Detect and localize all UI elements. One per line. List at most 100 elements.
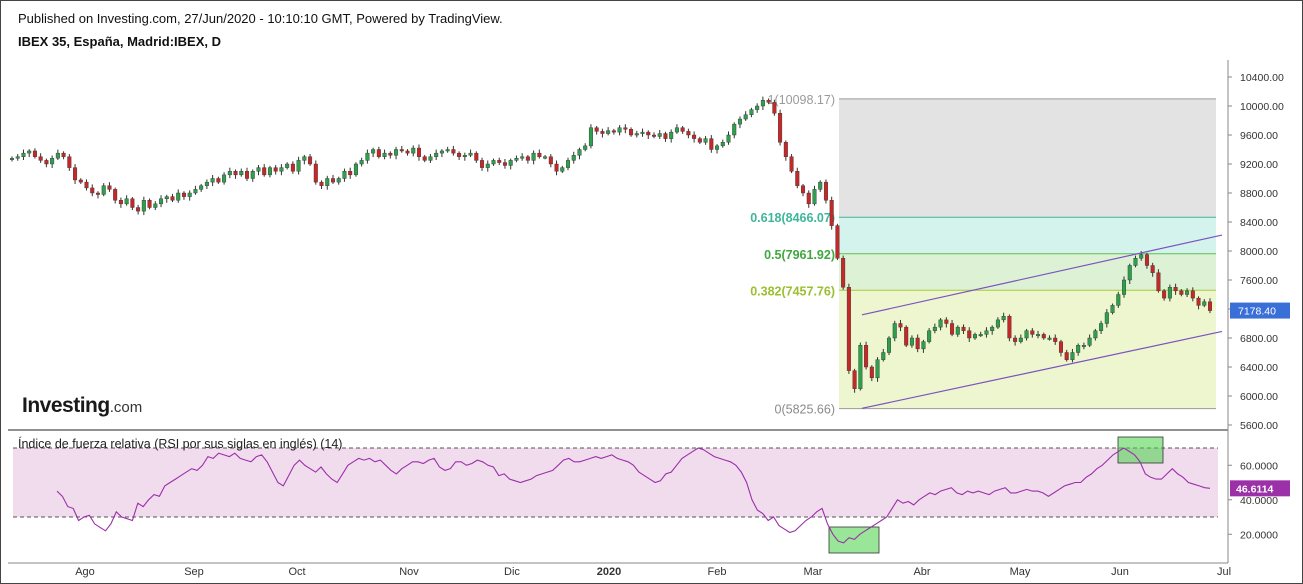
fib-zone bbox=[839, 98, 1216, 218]
candle-body bbox=[1099, 323, 1104, 331]
candle-body bbox=[9, 157, 14, 160]
candle-body bbox=[73, 167, 78, 181]
candle-body bbox=[531, 152, 536, 161]
last-price-value: 7178.40 bbox=[1238, 306, 1276, 318]
price-tick-label: 6800.00 bbox=[1240, 333, 1278, 345]
candle-body bbox=[927, 330, 932, 342]
candle-body bbox=[308, 156, 313, 165]
rsi-title: Índice de fuerza relativa (RSI por sus s… bbox=[18, 437, 343, 451]
candle-body bbox=[961, 326, 966, 331]
candle-body bbox=[543, 156, 548, 159]
candle-body bbox=[697, 138, 702, 143]
candle-body bbox=[950, 323, 955, 335]
candle-body bbox=[164, 196, 169, 199]
candle-body bbox=[606, 130, 611, 134]
rsi-last-value: 46.6114 bbox=[1236, 483, 1274, 495]
candle-body bbox=[359, 160, 364, 165]
candle-body bbox=[222, 174, 227, 183]
candle-body bbox=[90, 187, 95, 194]
candle-body bbox=[944, 319, 949, 324]
candle-body bbox=[107, 185, 112, 190]
candle-body bbox=[256, 167, 261, 172]
candle-body bbox=[629, 128, 634, 136]
candle-body bbox=[468, 152, 473, 156]
candle-body bbox=[1058, 341, 1063, 353]
candle-body bbox=[1122, 279, 1127, 295]
candle-body bbox=[67, 156, 72, 168]
logo-main-text: Investing bbox=[22, 394, 110, 417]
candle-body bbox=[336, 178, 341, 183]
candle-body bbox=[990, 326, 995, 331]
candle-body bbox=[118, 200, 123, 205]
candle-body bbox=[1190, 290, 1195, 299]
candle-body bbox=[669, 131, 674, 139]
candle-body bbox=[250, 171, 255, 179]
price-tick-label: 6400.00 bbox=[1240, 362, 1278, 374]
candle-body bbox=[439, 150, 444, 154]
candle-body bbox=[663, 133, 668, 139]
candle-body bbox=[984, 330, 989, 335]
candle-body bbox=[44, 160, 49, 165]
candle-body bbox=[170, 196, 175, 201]
candle-body bbox=[302, 156, 307, 161]
candle-body bbox=[141, 200, 146, 212]
candle-body bbox=[1162, 290, 1167, 299]
candle-body bbox=[497, 160, 502, 163]
candle-body bbox=[313, 163, 318, 183]
candle-body bbox=[651, 134, 656, 137]
candle-body bbox=[881, 352, 886, 360]
candle-body bbox=[296, 160, 301, 172]
candle-body bbox=[434, 152, 439, 157]
candle-body bbox=[611, 130, 616, 133]
candle-body bbox=[1030, 330, 1035, 335]
candle-body bbox=[634, 133, 639, 136]
candle-body bbox=[657, 133, 662, 137]
candle-body bbox=[737, 118, 742, 125]
candle-body bbox=[457, 152, 462, 157]
candle-body bbox=[474, 152, 479, 161]
fib-zone bbox=[839, 217, 1216, 254]
candle-body bbox=[1064, 352, 1069, 360]
candle-body bbox=[537, 152, 542, 157]
candle-body bbox=[646, 131, 651, 136]
candle-body bbox=[101, 185, 106, 195]
candle-body bbox=[480, 160, 485, 168]
candle-body bbox=[319, 181, 324, 186]
candle-body bbox=[50, 157, 55, 165]
candle-body bbox=[783, 142, 788, 157]
candle-body bbox=[617, 127, 622, 133]
candle-body bbox=[113, 189, 118, 201]
candle-body bbox=[1156, 272, 1161, 292]
price-tick-label: 9600.00 bbox=[1240, 130, 1278, 142]
candle-body bbox=[732, 123, 737, 136]
candle-body bbox=[233, 171, 238, 176]
candle-body bbox=[382, 152, 387, 157]
candle-body bbox=[147, 200, 152, 208]
candle-body bbox=[904, 326, 909, 346]
candle-body bbox=[245, 171, 250, 179]
candle-body bbox=[978, 334, 983, 337]
candle-body bbox=[1196, 297, 1201, 306]
candle-body bbox=[909, 337, 914, 346]
candle-body bbox=[548, 156, 553, 165]
candle-body bbox=[915, 337, 920, 350]
candle-body bbox=[795, 171, 800, 186]
time-tick-label: Sep bbox=[184, 566, 204, 578]
candle-body bbox=[1001, 316, 1006, 321]
candle-body bbox=[394, 149, 399, 156]
fib-level-label: 1(10098.17) bbox=[768, 93, 835, 107]
candle-body bbox=[1053, 337, 1058, 342]
candle-body bbox=[869, 366, 874, 379]
candle-body bbox=[600, 131, 605, 134]
candle-body bbox=[279, 167, 284, 172]
rsi-tick-label: 20.0000 bbox=[1240, 529, 1278, 541]
candle-body bbox=[755, 105, 760, 110]
candle-body bbox=[995, 319, 1000, 328]
candle-body bbox=[1018, 337, 1023, 342]
candle-body bbox=[78, 179, 83, 183]
candle-body bbox=[262, 167, 267, 176]
candle-body bbox=[210, 178, 215, 183]
candle-body bbox=[571, 155, 576, 161]
rsi-oversold-highlight bbox=[828, 526, 880, 554]
